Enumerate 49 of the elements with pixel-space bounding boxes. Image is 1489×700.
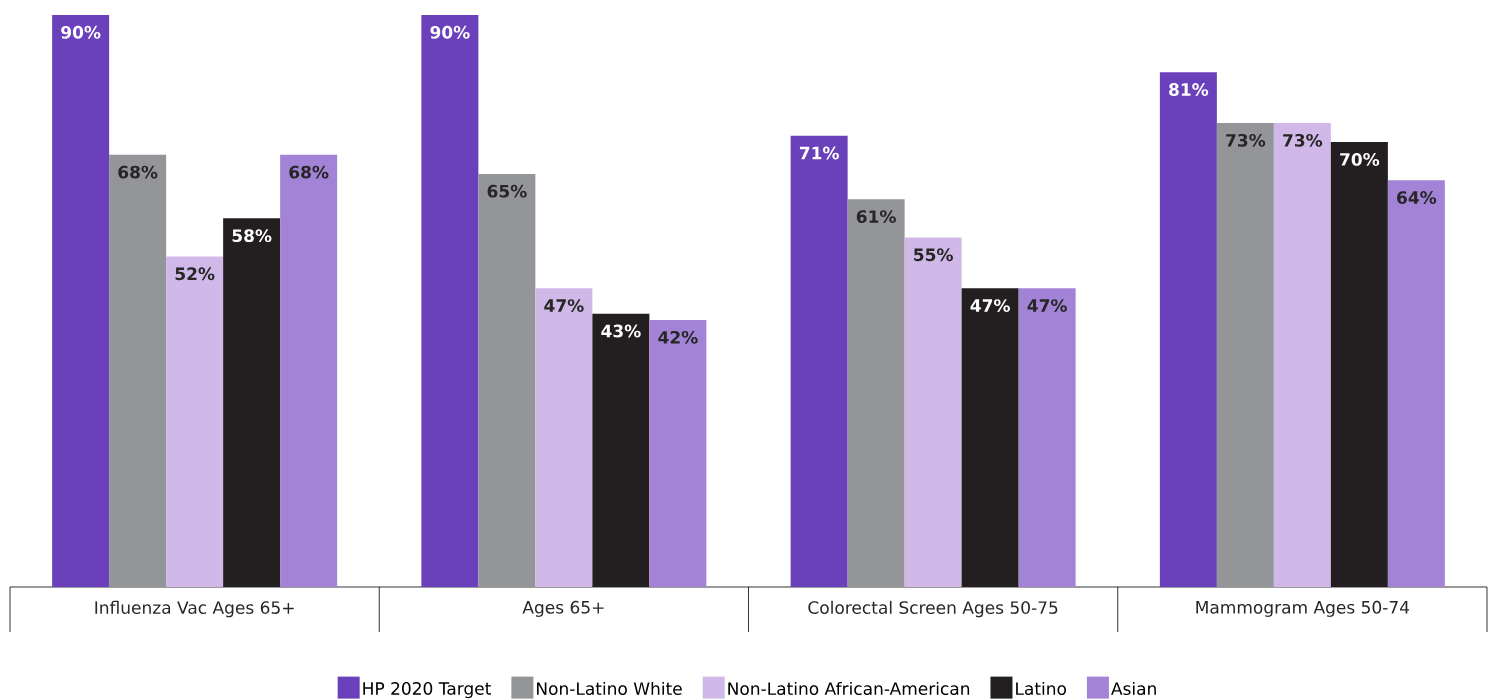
bar	[421, 15, 479, 587]
data-label: 42%	[658, 330, 698, 344]
bar	[280, 154, 338, 587]
bar	[904, 237, 962, 587]
data-label: 71%	[799, 146, 839, 160]
x-tick-label: Influenza Vac Ages 65+	[95, 600, 294, 618]
x-tick-label: Mammogram Ages 50-74	[1196, 600, 1410, 617]
data-label: 73%	[1283, 133, 1323, 147]
data-label: 47%	[1027, 299, 1067, 312]
bar	[961, 288, 1019, 587]
bar	[1387, 180, 1445, 587]
bar	[847, 199, 905, 587]
data-label: 43%	[601, 324, 641, 338]
data-label: 65%	[487, 184, 527, 198]
bar	[223, 218, 281, 587]
bar	[478, 173, 536, 587]
legend-label: Non-Latino African-American	[728, 681, 970, 696]
bar	[1018, 288, 1076, 587]
bar	[1216, 123, 1274, 587]
legend-label: Latino	[1016, 681, 1066, 696]
data-label: 90%	[430, 25, 470, 39]
data-label: 47%	[544, 299, 584, 312]
data-label: 52%	[175, 267, 215, 281]
data-label: 47%	[970, 299, 1010, 312]
legend-label: Asian	[1111, 681, 1156, 696]
bar	[592, 313, 650, 587]
data-label: 58%	[232, 229, 272, 243]
bar	[1330, 142, 1388, 587]
legend-label: Non-Latino White	[537, 681, 682, 696]
data-label: 68%	[118, 165, 158, 179]
legend-label: HP 2020 Target	[363, 682, 491, 699]
x-tick-label: Ages 65+	[522, 600, 604, 617]
data-label: 55%	[914, 248, 953, 262]
bar	[52, 15, 110, 587]
bar	[166, 256, 224, 587]
bar	[1159, 72, 1217, 587]
data-label: 61%	[856, 210, 896, 224]
data-label: 68%	[289, 165, 329, 179]
data-label: 90%	[61, 25, 101, 39]
data-label: 70%	[1340, 152, 1380, 166]
bar	[109, 154, 167, 587]
data-label: 64%	[1397, 191, 1437, 204]
data-label: 81%	[1169, 83, 1209, 96]
bar	[535, 288, 593, 587]
x-tick-label: Colorectal Screen Ages 50-75	[808, 600, 1058, 618]
bar	[649, 320, 707, 587]
bar	[1273, 123, 1331, 587]
data-label: 73%	[1226, 133, 1266, 147]
bar	[790, 135, 848, 587]
